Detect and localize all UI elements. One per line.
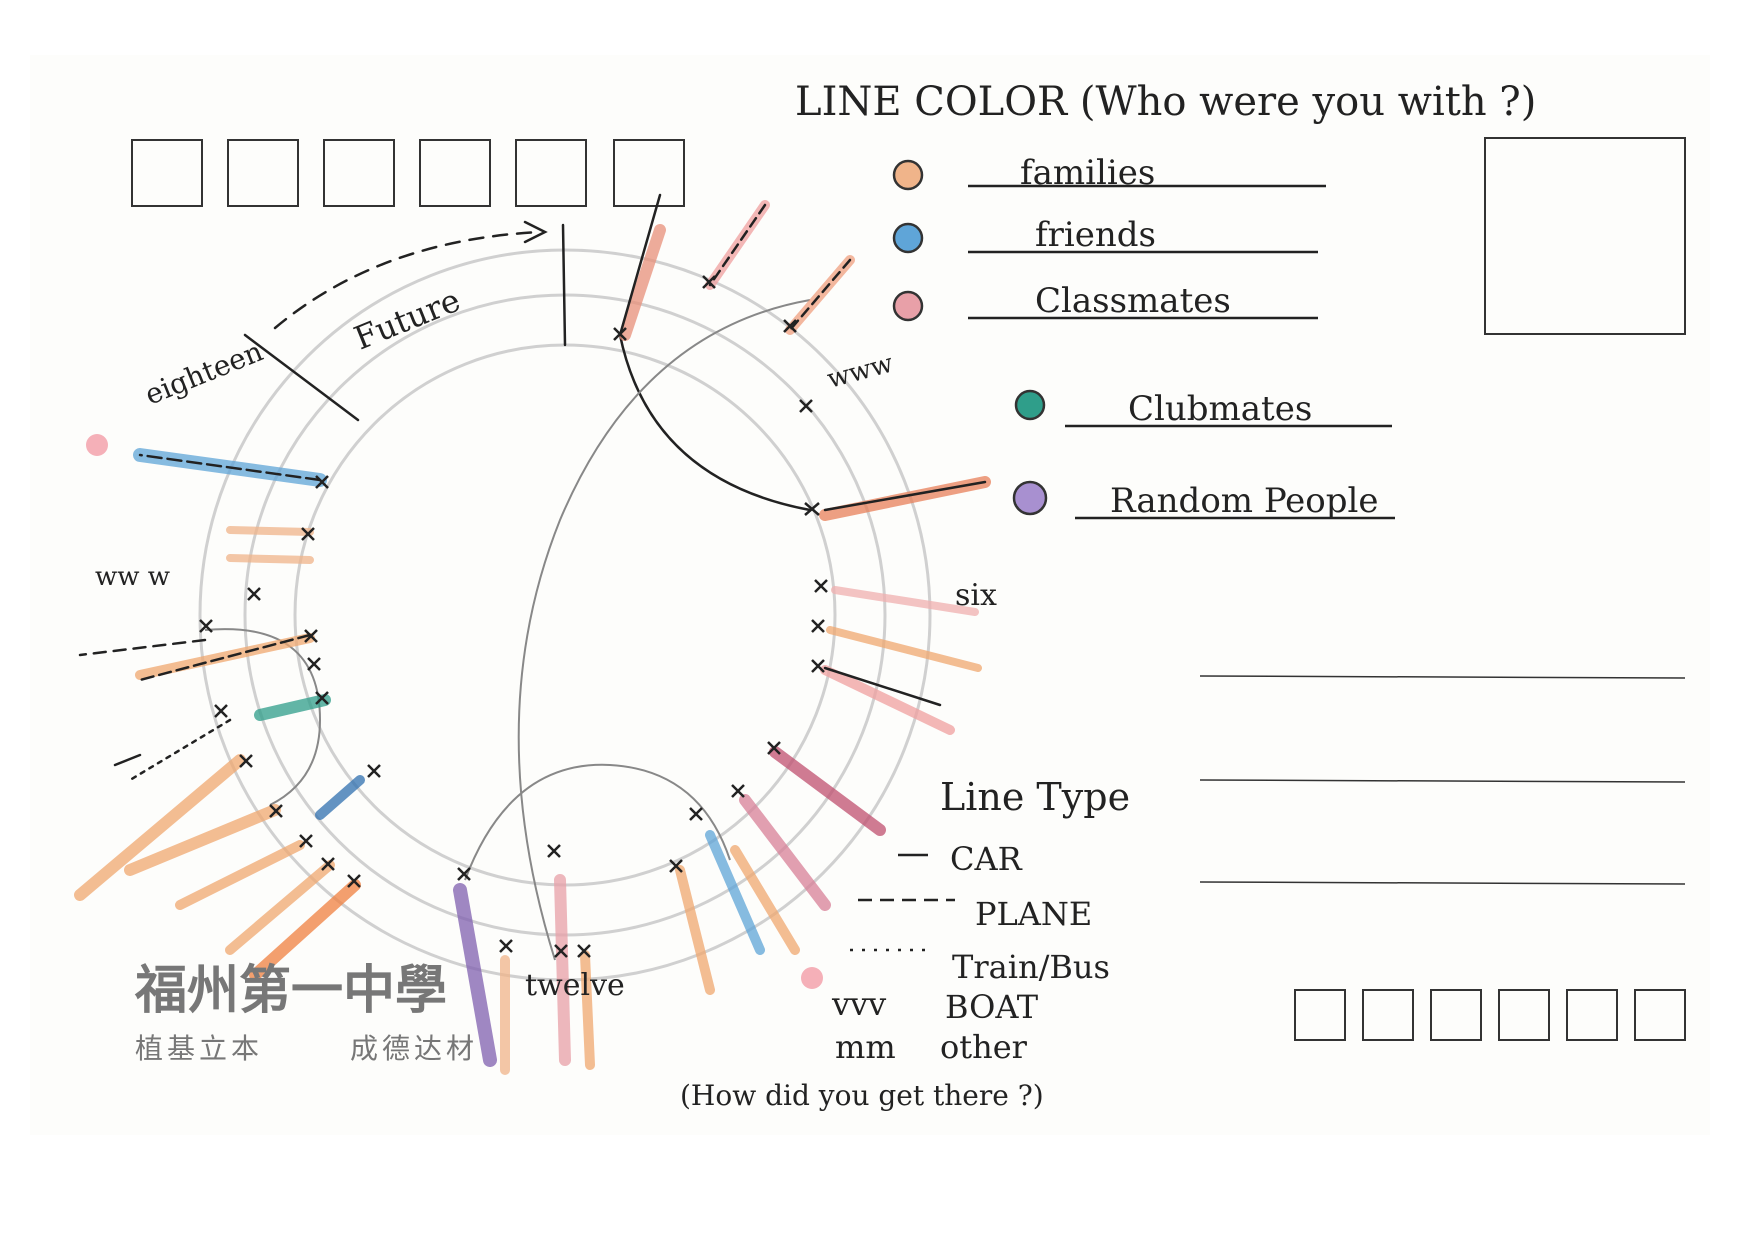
legend-label-clubmates: Clubmates [1128, 389, 1312, 429]
address-lines [1199, 675, 1686, 885]
label-six: six [955, 578, 997, 613]
color-legend-title: LINE COLOR (Who were you with ?) [795, 79, 1536, 125]
trip-marks [74, 193, 991, 1075]
legend-label-classmates: Classmates [1035, 281, 1231, 321]
pink-dot [86, 434, 108, 456]
connector-curve-2 [517, 299, 811, 961]
legend-label-friends: friends [1035, 215, 1156, 255]
line-type-train-bus: Train/Bus [952, 948, 1110, 986]
label-eighteen: eighteen [140, 334, 267, 411]
line-type-car: CAR [950, 840, 1023, 878]
legend-label-families: families [1020, 153, 1155, 193]
line-type-boat-symbol: vvv [831, 985, 886, 1023]
divider-future [561, 223, 567, 347]
stamp-box [1484, 137, 1686, 335]
label-future: Future [349, 281, 466, 358]
line-type-question: (How did you get there ?) [680, 1079, 1044, 1112]
label-www-top: www [824, 349, 896, 395]
line-type-boat: BOAT [945, 988, 1039, 1026]
line-type-other-symbol: mm [835, 1028, 896, 1066]
connector-curve-4 [204, 628, 322, 806]
pink-dot [801, 967, 823, 989]
line-type-symbols [850, 853, 955, 952]
school-motto-right: 成德达材 [350, 1032, 478, 1065]
line-type-title: Line Type [940, 775, 1130, 819]
line-type-plane: PLANE [975, 895, 1092, 933]
event-markers [199, 275, 828, 958]
legend-label-random-people: Random People [1110, 481, 1379, 521]
timeline-rings [198, 248, 932, 982]
school-motto-left: 植基立本 [135, 1032, 263, 1065]
postal-code-boxes [131, 139, 685, 207]
future-arrow [273, 230, 542, 330]
line-type-other: other [940, 1028, 1028, 1066]
legend-underlines [968, 184, 1395, 520]
postal-code-boxes-bottom [1294, 989, 1686, 1041]
label-twelve: twelve [525, 968, 625, 1003]
divider-eighteen [243, 333, 360, 422]
connector-curve-3 [464, 763, 731, 881]
connector-curve-1 [618, 333, 812, 512]
future-arrow-head [523, 220, 548, 244]
legend-color-dots [892, 159, 1048, 516]
label-www-left: ww w [95, 562, 170, 592]
school-name: 福州第一中學 [134, 960, 447, 1021]
